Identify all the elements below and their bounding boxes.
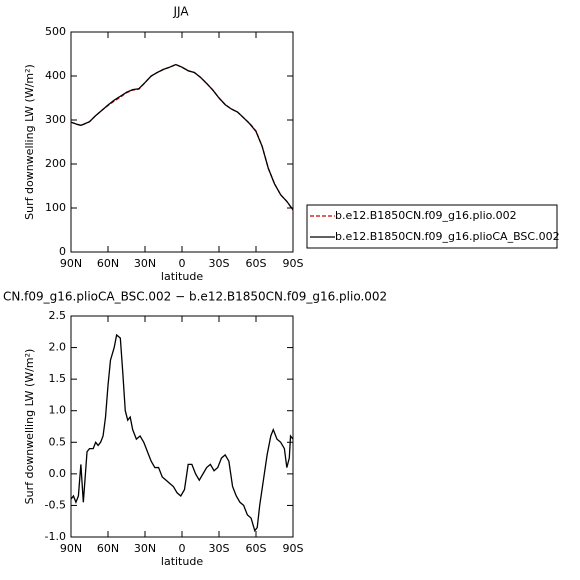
chart-title: CN.f09_g16.plioCA_BSC.002 − b.e12.B1850C… (3, 290, 387, 304)
legend-box (306, 204, 558, 249)
y-tick-label: 2.5 (49, 309, 67, 322)
legend-label: b.e12.B1850CN.f09_g16.plio.002 (335, 209, 517, 222)
y-tick-label: 0.5 (49, 435, 67, 448)
x-tick-label: 90S (283, 257, 304, 270)
x-tick-label: 30S (209, 257, 230, 270)
y-tick-label: 1.5 (49, 372, 67, 385)
y-tick-label: 100 (45, 201, 66, 214)
x-tick-label: 60N (97, 542, 119, 555)
plot-frame (70, 31, 294, 253)
y-axis-label: Surf downwelling LW (W/m²) (23, 64, 36, 220)
x-tick-label: 60S (246, 257, 267, 270)
x-tick-label: 30N (134, 542, 156, 555)
legend-label: b.e12.B1850CN.f09_g16.plioCA_BSC.002 (335, 230, 560, 243)
y-axis-label: Surf downwelling LW (W/m²) (23, 349, 36, 505)
data-line (70, 63, 294, 211)
x-tick-label: 30N (134, 257, 156, 270)
x-tick-label: 0 (179, 257, 186, 270)
x-tick-label: 90S (283, 542, 304, 555)
y-tick-label: -1.0 (45, 530, 66, 543)
x-axis-label: latitude (161, 555, 203, 568)
x-tick-label: 90N (60, 257, 82, 270)
x-tick-label: 60S (246, 542, 267, 555)
x-tick-label: 60N (97, 257, 119, 270)
x-tick-label: 0 (179, 542, 186, 555)
y-tick-label: 300 (45, 113, 66, 126)
x-axis-label: latitude (161, 270, 203, 283)
x-tick-label: 90N (60, 542, 82, 555)
y-tick-label: 0 (59, 245, 66, 258)
y-tick-label: -0.5 (45, 498, 66, 511)
data-line (70, 63, 294, 211)
y-tick-label: 200 (45, 157, 66, 170)
plot-frame (70, 315, 294, 538)
y-tick-label: 500 (45, 25, 66, 38)
y-tick-label: 1.0 (49, 404, 67, 417)
y-tick-label: 2.0 (49, 341, 67, 354)
y-tick-label: 400 (45, 69, 66, 82)
x-tick-label: 30S (209, 542, 230, 555)
y-tick-label: 0.0 (49, 467, 67, 480)
data-line (70, 333, 294, 533)
chart-title: JJA (172, 5, 189, 19)
